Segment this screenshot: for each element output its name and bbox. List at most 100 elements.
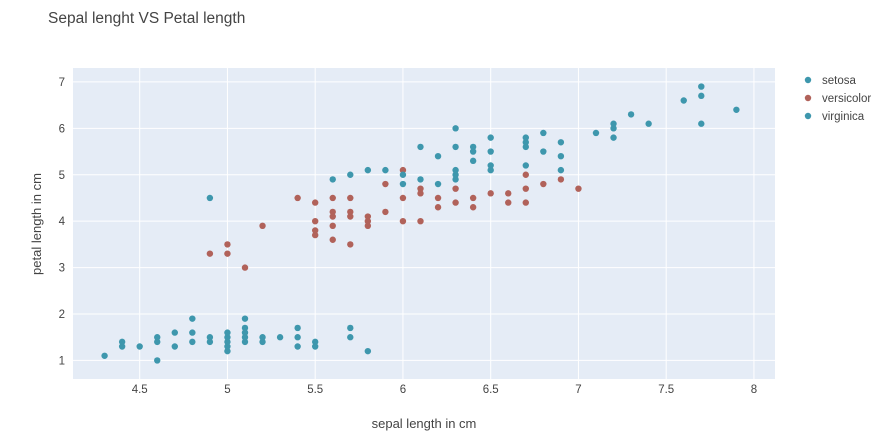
setosa-point[interactable] (224, 343, 231, 350)
versicolor-point[interactable] (311, 231, 319, 239)
virginica-point[interactable] (733, 106, 740, 113)
versicolor-point[interactable] (329, 194, 336, 202)
virginica-point[interactable] (399, 180, 407, 188)
setosa-point[interactable] (171, 343, 178, 350)
versicolor-point[interactable] (399, 217, 407, 225)
setosa-point[interactable] (101, 352, 108, 359)
setosa-point[interactable] (347, 334, 354, 341)
versicolor-point[interactable] (311, 199, 319, 206)
virginica-point[interactable] (487, 162, 494, 169)
virginica-point[interactable] (592, 129, 600, 137)
setosa-point[interactable] (241, 334, 249, 341)
virginica-point[interactable] (452, 176, 459, 183)
versicolor-point[interactable] (469, 194, 477, 202)
virginica-point[interactable] (610, 120, 617, 127)
setosa-point[interactable] (259, 338, 266, 346)
setosa-point[interactable] (154, 357, 161, 364)
virginica-point[interactable] (469, 143, 477, 151)
virginica-point[interactable] (469, 157, 477, 165)
virginica-point[interactable] (452, 171, 459, 178)
versicolor-point[interactable] (417, 185, 424, 192)
legend-item-versicolor[interactable]: versicolor (804, 93, 872, 105)
versicolor-point[interactable] (329, 213, 336, 220)
virginica-point[interactable] (417, 143, 424, 151)
virginica-point[interactable] (698, 92, 705, 100)
versicolor-point[interactable] (347, 241, 354, 248)
virginica-point[interactable] (645, 120, 652, 127)
setosa-point[interactable] (118, 343, 126, 350)
virginica-point[interactable] (522, 139, 529, 146)
versicolor-point[interactable] (575, 185, 582, 192)
setosa-point[interactable] (347, 324, 354, 332)
setosa-point[interactable] (189, 338, 196, 346)
versicolor-point[interactable] (294, 194, 301, 202)
virginica-point[interactable] (680, 97, 687, 104)
setosa-point[interactable] (241, 338, 249, 346)
setosa-point[interactable] (224, 334, 231, 341)
versicolor-point[interactable] (347, 194, 354, 202)
versicolor-point[interactable] (434, 204, 442, 211)
setosa-point[interactable] (154, 338, 161, 346)
setosa-point[interactable] (311, 338, 319, 346)
virginica-point[interactable] (452, 125, 459, 132)
virginica-point[interactable] (487, 148, 494, 155)
virginica-point[interactable] (610, 134, 617, 141)
virginica-point[interactable] (434, 180, 442, 188)
legend-item-virginica[interactable]: virginica (804, 111, 865, 123)
setosa-point[interactable] (294, 334, 301, 341)
versicolor-point[interactable] (364, 213, 372, 220)
versicolor-point[interactable] (417, 190, 424, 197)
versicolor-point[interactable] (311, 217, 319, 225)
versicolor-point[interactable] (505, 190, 512, 197)
setosa-point[interactable] (206, 338, 214, 346)
virginica-point[interactable] (522, 134, 529, 141)
virginica-point[interactable] (557, 166, 565, 174)
virginica-point[interactable] (557, 139, 565, 146)
legend[interactable]: setosa versicolor virginica (804, 75, 872, 123)
setosa-point[interactable] (154, 334, 161, 341)
setosa-point[interactable] (224, 338, 231, 346)
versicolor-point[interactable] (417, 217, 424, 225)
versicolor-point[interactable] (347, 213, 354, 220)
setosa-point[interactable] (241, 324, 249, 332)
virginica-point[interactable] (522, 162, 529, 169)
setosa-point[interactable] (171, 329, 178, 336)
setosa-point[interactable] (118, 338, 126, 346)
setosa-point[interactable] (224, 347, 231, 355)
versicolor-point[interactable] (469, 204, 477, 211)
versicolor-point[interactable] (329, 222, 336, 230)
setosa-point[interactable] (241, 315, 249, 322)
setosa-point[interactable] (294, 324, 301, 332)
versicolor-point[interactable] (452, 199, 459, 206)
virginica-point[interactable] (452, 166, 459, 174)
virginica-point[interactable] (522, 143, 529, 151)
versicolor-point[interactable] (522, 199, 529, 206)
virginica-point[interactable] (627, 111, 635, 118)
versicolor-point[interactable] (452, 185, 459, 192)
versicolor-point[interactable] (382, 180, 389, 188)
virginica-point[interactable] (610, 125, 617, 132)
virginica-point[interactable] (206, 194, 214, 202)
virginica-point[interactable] (540, 148, 547, 155)
setosa-point[interactable] (189, 315, 196, 322)
versicolor-point[interactable] (382, 208, 389, 216)
legend-item-setosa[interactable]: setosa (804, 75, 857, 87)
virginica-point[interactable] (469, 148, 477, 155)
setosa-point[interactable] (136, 343, 143, 350)
versicolor-point[interactable] (487, 190, 494, 197)
versicolor-point[interactable] (329, 208, 336, 216)
versicolor-point[interactable] (311, 227, 319, 234)
virginica-point[interactable] (399, 171, 407, 178)
versicolor-point[interactable] (364, 222, 372, 230)
setosa-point[interactable] (294, 343, 301, 350)
versicolor-point[interactable] (206, 250, 214, 257)
setosa-point[interactable] (259, 334, 266, 341)
setosa-point[interactable] (311, 343, 319, 350)
virginica-point[interactable] (417, 176, 424, 183)
versicolor-point[interactable] (522, 185, 529, 192)
virginica-point[interactable] (557, 152, 565, 160)
versicolor-point[interactable] (557, 176, 565, 183)
virginica-point[interactable] (347, 171, 354, 178)
versicolor-point[interactable] (259, 222, 266, 230)
setosa-point[interactable] (276, 334, 284, 341)
